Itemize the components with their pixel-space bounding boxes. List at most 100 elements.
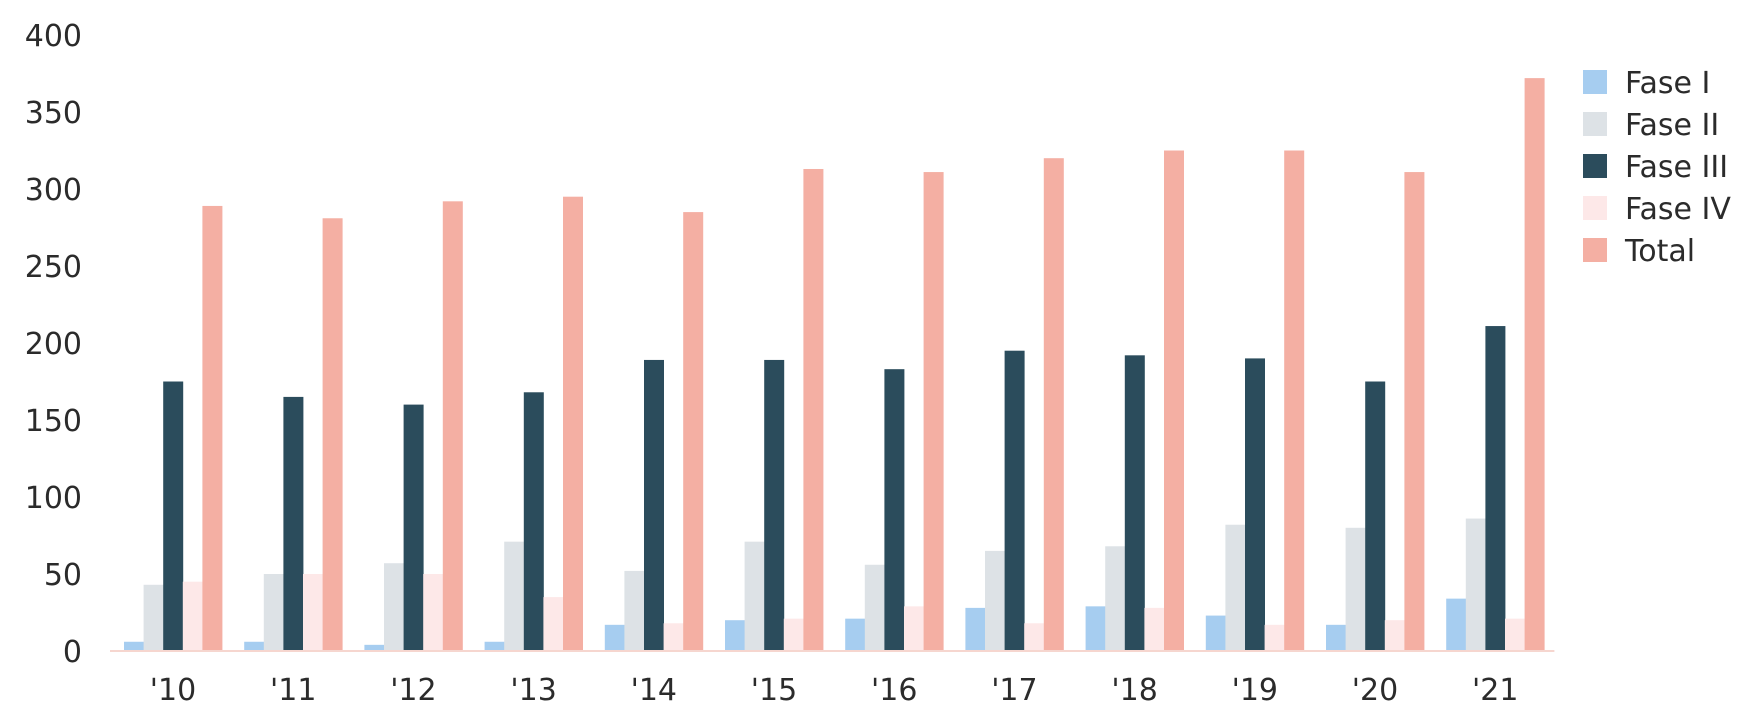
category-group <box>845 172 944 651</box>
bar-total <box>1404 172 1425 651</box>
bar-fase-iii <box>1004 350 1025 651</box>
bar-fase-iv <box>1505 618 1525 651</box>
bar-total <box>1043 158 1064 651</box>
bar-fase-ii <box>864 564 885 651</box>
bar-fase-iii <box>764 359 785 651</box>
y-tick-label: 0 <box>63 635 82 670</box>
bar-fase-i <box>965 607 986 651</box>
x-tick-label: '11 <box>270 673 316 708</box>
legend-swatch <box>1583 238 1607 262</box>
category-group <box>1085 150 1184 651</box>
bar-fase-iv <box>783 618 804 651</box>
y-tick-label: 100 <box>25 481 82 516</box>
bar-fase-iii <box>403 404 424 651</box>
bar-total <box>202 205 223 651</box>
category-group <box>1446 78 1545 652</box>
bar-fase-iv <box>182 581 203 651</box>
legend-item: Fase IV <box>1583 192 1731 227</box>
bar-fase-iii <box>163 381 184 651</box>
y-tick-label: 300 <box>25 173 82 208</box>
bar-fase-iv <box>904 606 924 651</box>
bar-fase-ii <box>504 541 525 651</box>
x-tick-label: '12 <box>390 673 436 708</box>
bar-fase-ii <box>1345 527 1366 651</box>
bar-total <box>803 168 824 652</box>
x-tick-label: '13 <box>510 673 556 708</box>
bar-fase-ii <box>624 570 645 651</box>
legend-item: Fase I <box>1583 66 1710 101</box>
bar-fase-iii <box>1124 355 1145 651</box>
bar-fase-i <box>244 641 265 651</box>
category-group <box>965 158 1064 651</box>
bar-total <box>563 196 583 651</box>
bar-fase-iii <box>644 359 664 651</box>
legend-label: Fase I <box>1625 66 1710 101</box>
x-tick-label: '10 <box>150 673 196 708</box>
bar-fase-ii <box>384 563 404 651</box>
category-group <box>364 201 463 651</box>
bar-fase-i <box>1205 615 1226 651</box>
bar-fase-ii <box>985 550 1005 651</box>
category-group <box>484 196 583 651</box>
bar-fase-iii <box>1485 326 1506 651</box>
bar-fase-i <box>725 620 745 651</box>
legend-swatch <box>1583 112 1607 136</box>
x-tick-label: '20 <box>1352 673 1398 708</box>
bar-total <box>683 212 704 651</box>
legend: Fase I Fase II Fase III Fase IV Total <box>1583 66 1731 269</box>
bar-total <box>1284 150 1305 651</box>
category-group <box>604 212 704 651</box>
bar-fase-ii <box>744 541 765 651</box>
y-tick-label: 50 <box>44 558 82 593</box>
bar-fase-iv <box>1144 607 1165 651</box>
bar-fase-iv <box>663 623 684 651</box>
y-tick-label: 400 <box>25 19 82 54</box>
bar-fase-iv <box>1384 620 1405 651</box>
legend-swatch <box>1583 196 1607 220</box>
y-axis: 0 50 100 150 200 250 300 350 400 <box>25 19 82 670</box>
bar-fase-iii <box>884 369 905 651</box>
legend-item: Fase II <box>1583 108 1719 143</box>
bar-fase-i <box>124 641 144 651</box>
category-group <box>1205 150 1305 651</box>
bar-fase-iii <box>523 392 544 651</box>
bar-fase-ii <box>1105 546 1126 651</box>
x-tick-label: '19 <box>1232 673 1278 708</box>
bar-fase-i <box>364 644 385 651</box>
y-tick-label: 350 <box>25 96 82 131</box>
legend-label: Fase III <box>1625 150 1728 185</box>
bar-fase-ii <box>263 574 284 651</box>
bar-fase-ii <box>143 584 164 651</box>
bars <box>110 78 1555 652</box>
bar-fase-i <box>1326 624 1346 651</box>
legend-item: Total <box>1583 234 1695 269</box>
category-group <box>725 168 824 652</box>
bar-fase-i <box>604 624 625 651</box>
legend-label: Total <box>1624 234 1695 269</box>
bar-fase-ii <box>1465 518 1486 651</box>
bar-total <box>923 172 944 651</box>
category-group <box>124 205 223 651</box>
bar-total <box>1164 150 1184 651</box>
category-group <box>244 218 343 651</box>
legend-label: Fase II <box>1625 108 1719 143</box>
x-tick-label: '16 <box>871 673 917 708</box>
legend-swatch <box>1583 70 1607 94</box>
bar-fase-iii <box>1365 381 1386 651</box>
bar-total <box>442 201 463 651</box>
y-tick-label: 200 <box>25 327 82 362</box>
bar-fase-iv <box>1024 623 1045 651</box>
legend-item: Fase III <box>1583 150 1728 185</box>
y-tick-label: 150 <box>25 404 82 439</box>
y-tick-label: 250 <box>25 250 82 285</box>
bar-total <box>322 218 343 651</box>
x-axis: '10 '11 '12 '13 '14 '15 '16 '17 '18 '19 '20 '21 <box>150 673 1519 708</box>
bar-fase-iv <box>423 574 444 651</box>
x-tick-label: '14 <box>631 673 677 708</box>
bar-fase-iv <box>303 574 323 651</box>
legend-label: Fase IV <box>1625 192 1731 227</box>
bar-fase-i <box>484 641 505 651</box>
bar-fase-iii <box>1245 358 1265 651</box>
legend-swatch <box>1583 154 1607 178</box>
